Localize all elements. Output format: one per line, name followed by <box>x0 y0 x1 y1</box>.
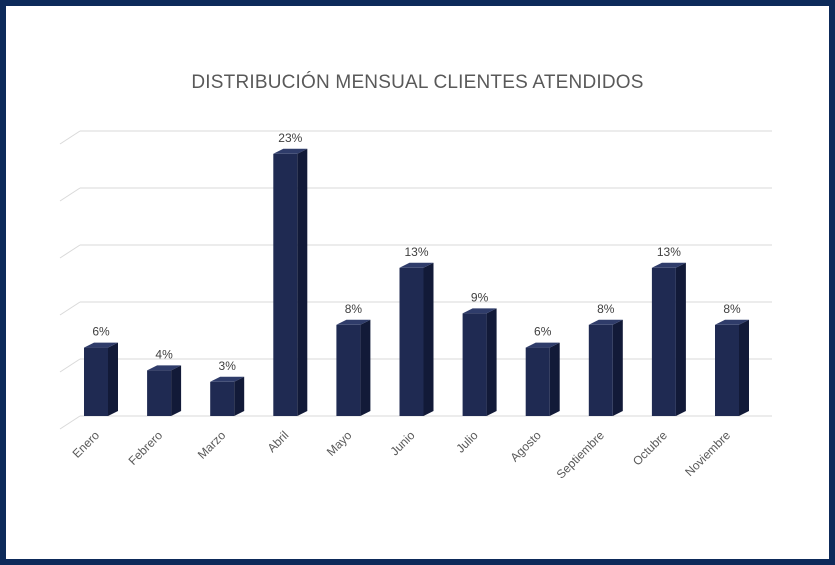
bar <box>525 342 560 416</box>
category-label: Noviembre <box>682 428 733 479</box>
category-label: Septiembre <box>554 428 608 482</box>
bar-front <box>651 267 676 416</box>
bar-side <box>297 148 308 417</box>
bar-top <box>462 308 497 314</box>
bar <box>462 308 497 416</box>
bar <box>210 376 245 416</box>
data-label: 9% <box>471 290 489 304</box>
bar-front <box>525 347 550 416</box>
bar <box>273 148 308 417</box>
bar-front <box>147 370 172 416</box>
data-label: 4% <box>155 347 173 361</box>
bar-front <box>210 381 235 416</box>
bar-top <box>210 376 245 382</box>
bar-side <box>549 342 560 416</box>
data-label: 23% <box>278 131 302 145</box>
category-label: Julio <box>453 428 481 456</box>
bar-side <box>423 262 434 416</box>
category-label: Mayo <box>324 428 355 459</box>
category-label: Febrero <box>126 428 166 468</box>
data-label: 8% <box>597 302 615 316</box>
gridline-depth <box>59 187 81 202</box>
bar-front <box>336 324 361 416</box>
gridline-depth <box>59 415 81 430</box>
gridline-depth <box>59 130 81 145</box>
bar-side <box>360 319 371 416</box>
bar-front <box>273 153 298 417</box>
bar-side <box>612 319 623 416</box>
data-label: 13% <box>657 245 681 259</box>
gridline-depth <box>59 244 81 259</box>
data-label: 3% <box>219 359 237 373</box>
bar <box>399 262 434 416</box>
gridline-depth <box>59 358 81 373</box>
bar-top <box>84 342 118 348</box>
data-label: 6% <box>534 325 552 339</box>
chart-title: DISTRIBUCIÓN MENSUAL CLIENTES ATENDIDOS <box>191 72 644 93</box>
category-label: Agosto <box>508 428 545 465</box>
bar-front <box>84 347 108 416</box>
bar-top <box>336 319 371 325</box>
bar-top <box>399 262 434 268</box>
category-label: Abril <box>265 428 292 455</box>
bar-front <box>588 324 613 416</box>
category-label: Enero <box>70 428 103 461</box>
category-labels: Enero Febrero Marzo Abril Mayo Junio Julio Agos… <box>70 428 734 482</box>
category-label: Octubre <box>630 428 670 468</box>
data-label: 8% <box>723 302 741 316</box>
bar-front <box>715 324 739 416</box>
data-labels: 6% 4% 3% 23% 8% 13% 9% 6% 8% 13% 8% <box>92 131 741 373</box>
bar-side <box>486 308 497 416</box>
data-label: 6% <box>92 325 110 339</box>
bar-front <box>399 267 424 416</box>
bar <box>336 319 371 416</box>
bar-front <box>462 313 487 416</box>
data-label: 13% <box>404 245 428 259</box>
bar <box>715 319 749 416</box>
bar-top <box>651 262 686 268</box>
bar-side <box>675 262 686 416</box>
bar-side <box>739 319 749 416</box>
bar-top <box>525 342 560 348</box>
bar-side <box>108 342 118 416</box>
bar <box>84 342 118 416</box>
bar-top <box>273 148 308 154</box>
bar-top <box>588 319 623 325</box>
data-label: 8% <box>345 302 363 316</box>
bar-side <box>234 376 245 416</box>
category-label: Junio <box>387 428 417 458</box>
bar <box>588 319 623 416</box>
bar-side <box>171 365 182 416</box>
bars <box>84 148 749 417</box>
bar-top <box>147 365 182 371</box>
gridline-depth <box>59 301 81 316</box>
category-label: Marzo <box>195 428 229 462</box>
bar <box>147 365 182 416</box>
bar <box>651 262 686 416</box>
bar-top <box>715 319 749 325</box>
